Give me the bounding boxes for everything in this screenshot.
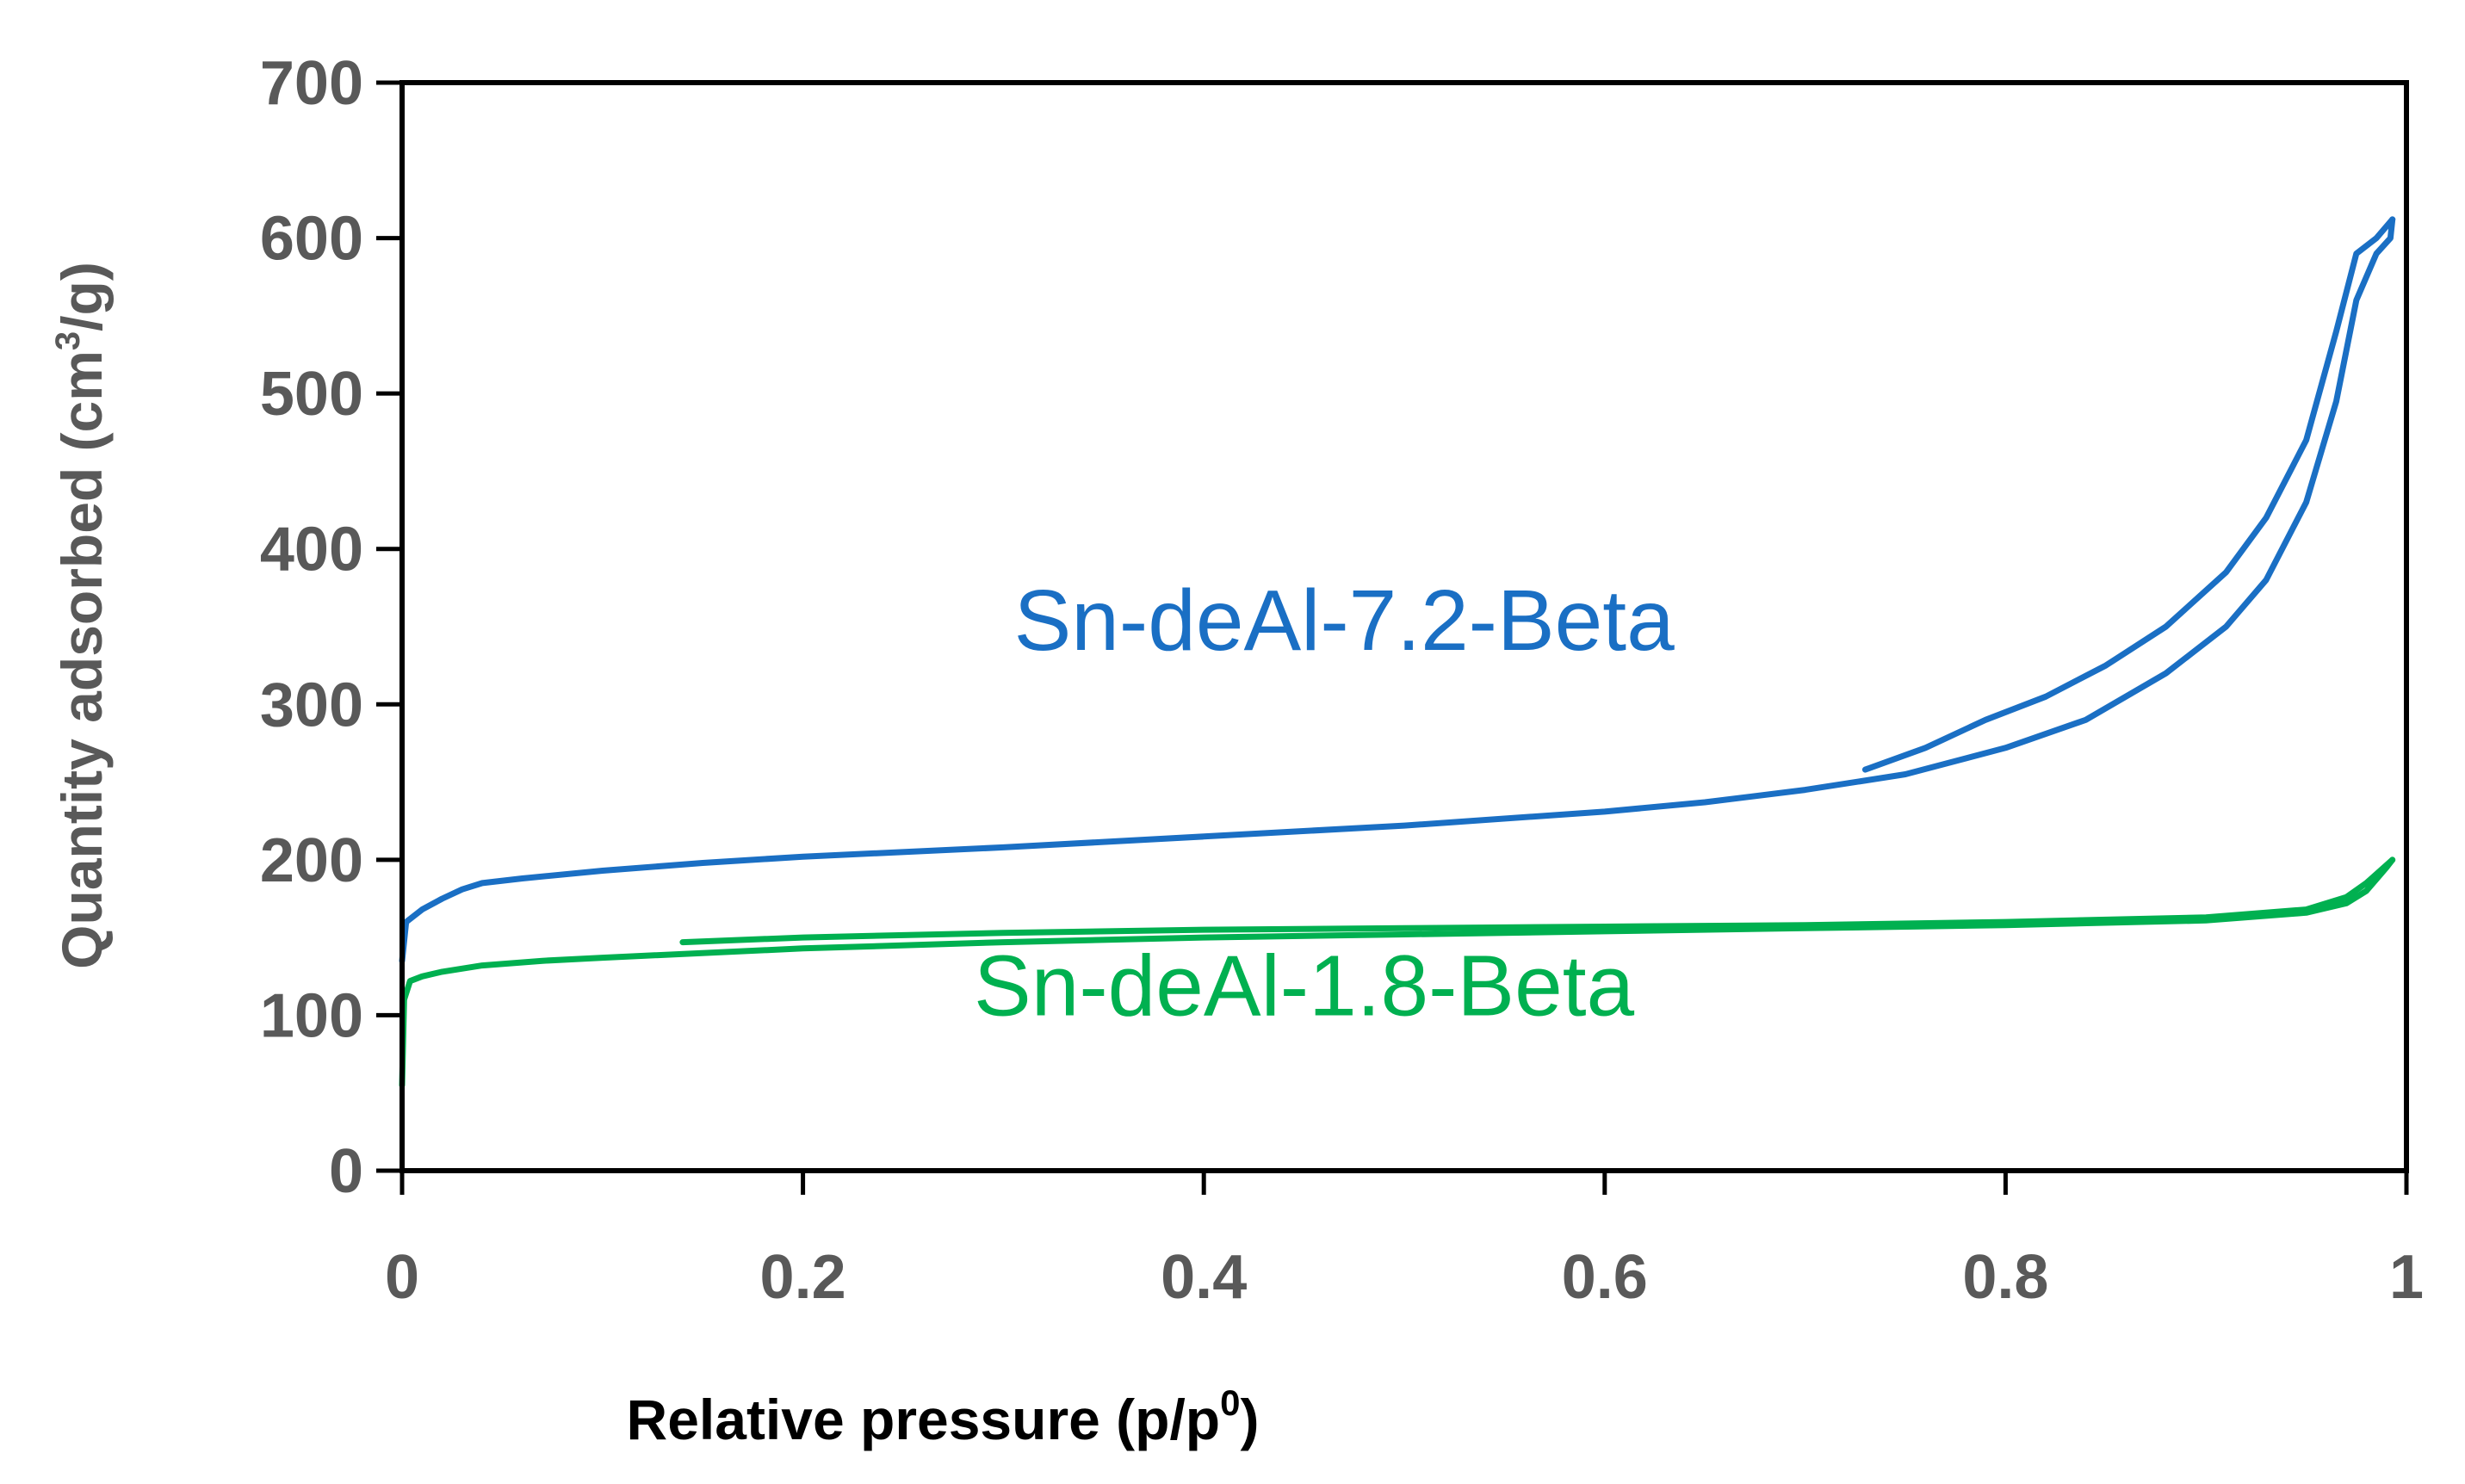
y-tick-label: 100 <box>260 981 363 1050</box>
plot-frame <box>399 80 2409 1173</box>
y-tick-label: 600 <box>260 205 363 274</box>
x-tick-label: 0 <box>385 1243 419 1312</box>
x-tick-label: 0.4 <box>1161 1243 1247 1312</box>
series-7-2-beta-desorption-line <box>1861 216 2396 773</box>
x-tick-label: 0.2 <box>760 1243 846 1312</box>
y-axis-label: Quantity adsorbed (cm3/g) <box>49 262 114 969</box>
x-tick-label: 0.6 <box>1562 1243 1648 1312</box>
y-tick-label: 0 <box>329 1137 363 1206</box>
series-7-2-beta-adsorption-line <box>399 216 2396 964</box>
series-1-8-beta-adsorption-line <box>399 856 2396 1089</box>
y-axis-ticks: 0 100 200 300 400 500 600 700 <box>260 49 402 1206</box>
series-layer <box>399 216 2396 1089</box>
y-tick-label: 300 <box>260 671 363 739</box>
x-tick-label: 0.8 <box>1962 1243 2048 1312</box>
series-label-7-2-beta: Sn-deAl-7.2-Beta <box>1014 572 1675 669</box>
y-tick-label: 400 <box>260 516 363 584</box>
x-axis-ticks: 0 0.2 0.4 0.6 0.8 1 <box>385 1171 2424 1312</box>
x-tick-label: 1 <box>2389 1243 2424 1312</box>
x-axis-label: Relative pressure (p/p0) <box>627 1382 1260 1451</box>
y-tick-label: 500 <box>260 360 363 429</box>
y-tick-label: 200 <box>260 826 363 895</box>
series-label-1-8-beta: Sn-deAl-1.8-Beta <box>974 937 1634 1034</box>
y-tick-label: 700 <box>260 49 363 118</box>
series-1-8-beta-desorption-line <box>679 856 2396 946</box>
